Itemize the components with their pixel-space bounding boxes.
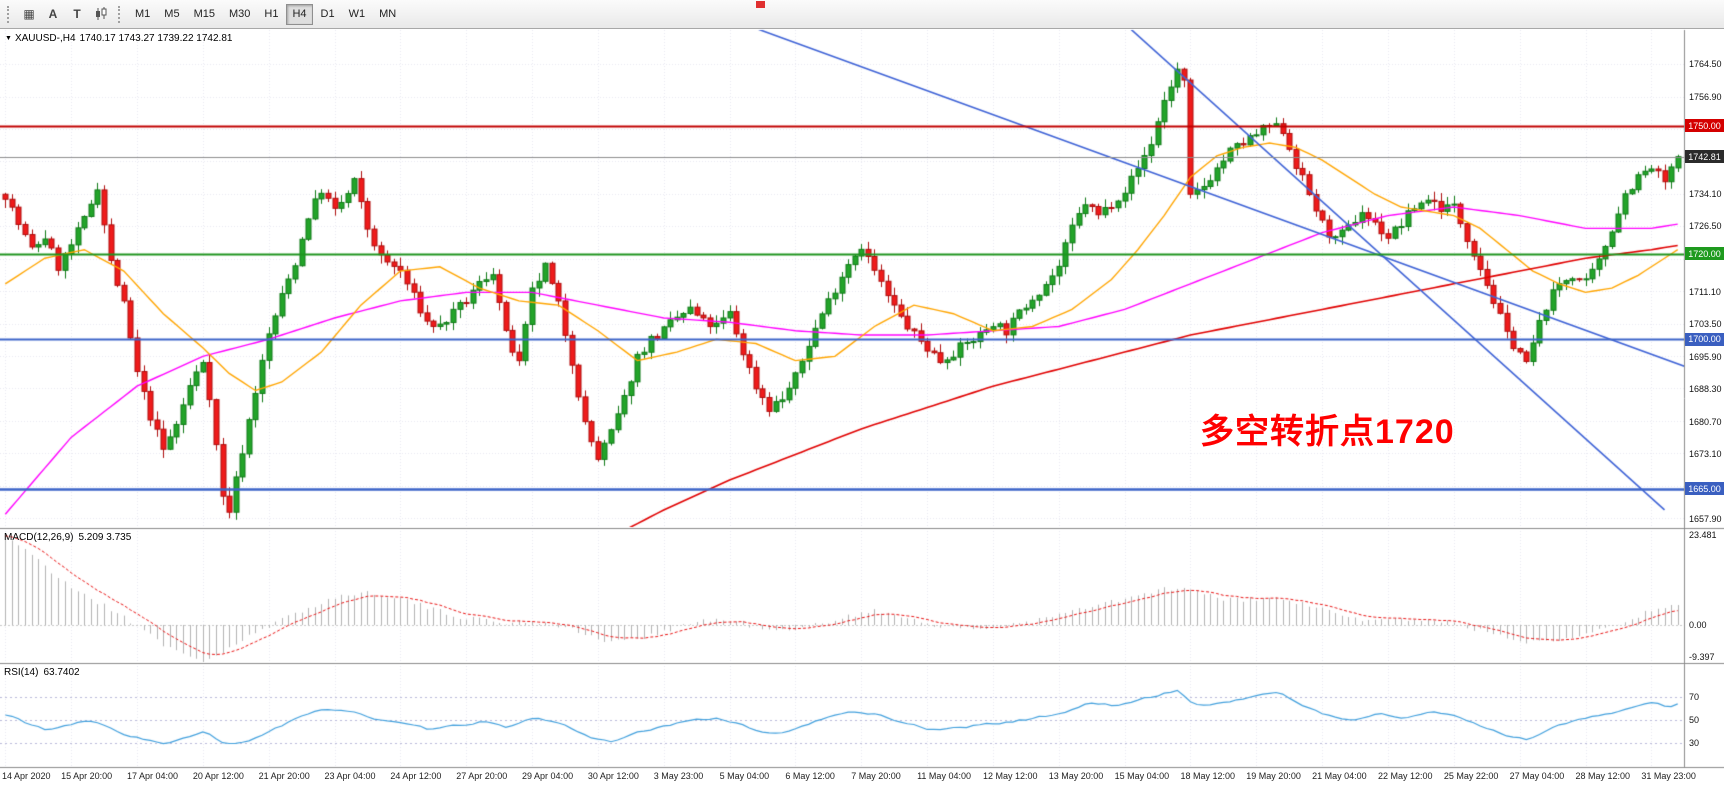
timeframe-button-h4[interactable]: H4 (286, 3, 313, 25)
time-axis-label: 20 Apr 12:00 (192, 771, 244, 781)
timeframe-button-m1[interactable]: M1 (135, 8, 151, 20)
time-axis-label: 6 May 12:00 (785, 771, 835, 781)
macd-values: 5.209 3.735 (78, 532, 132, 543)
time-axis-label: 18 May 12:00 (1180, 771, 1235, 781)
timeframe-button-m15[interactable]: M15 (193, 8, 215, 20)
time-axis-label: 12 May 12:00 (982, 771, 1038, 781)
time-axis-label: 14 Apr 2020 (2, 771, 51, 781)
text-t-icon[interactable]: T (73, 7, 81, 21)
macd-axis-label: 23.481 (1689, 530, 1717, 541)
time-axis-label: 24 Apr 12:00 (390, 771, 442, 781)
current-price-badge: 1742.81 (1685, 150, 1724, 164)
price-tick-label: 1711.10 (1689, 286, 1721, 297)
price-tick-label: 1726.50 (1689, 221, 1722, 232)
price-level-badge: 1700.00 (1685, 332, 1724, 346)
price-tick-label: 1688.30 (1689, 384, 1722, 395)
time-axis-label: 7 May 20:00 (851, 771, 901, 781)
price-level-badge: 1750.00 (1685, 119, 1724, 133)
candlestick-glyph (96, 7, 107, 20)
macd-name: MACD(12,26,9) (4, 532, 74, 543)
time-axis-label: 28 May 12:00 (1575, 771, 1631, 781)
time-axis-label: 11 May 04:00 (917, 771, 971, 781)
price-tick-label: 1673.10 (1689, 449, 1722, 460)
time-axis-label: 29 Apr 04:00 (522, 771, 574, 781)
grid-icon[interactable]: ▦ (23, 7, 35, 21)
time-axis-label: 15 Apr 20:00 (61, 771, 113, 781)
time-axis-label: 5 May 04:00 (719, 771, 770, 781)
toolbar-grip[interactable] (7, 5, 12, 23)
chart-annotation: 多空转折点1720 (1200, 413, 1455, 451)
timeframe-button-mn[interactable]: MN (379, 8, 397, 20)
symbol-ohlc-line: ▼ XAUUSD-,H4 1740.17 1743.27 1739.22 1742.… (5, 33, 236, 44)
timeframe-button-m5[interactable]: M5 (164, 8, 180, 20)
timeframe-button-m30[interactable]: M30 (228, 8, 251, 20)
timeframe-button-w1[interactable]: W1 (348, 8, 366, 20)
price-level-badge: 1665.00 (1685, 482, 1724, 496)
time-axis-label: 22 May 12:00 (1377, 771, 1433, 781)
price-tick-label: 1756.90 (1689, 91, 1722, 102)
time-axis-label: 13 May 20:00 (1048, 771, 1104, 781)
timeframe-button-h1[interactable]: H1 (264, 8, 279, 20)
time-axis-label: 27 Apr 20:00 (456, 771, 508, 781)
collapse-arrow-icon[interactable]: ▼ (5, 35, 12, 42)
price-tick-label: 1764.50 (1689, 59, 1722, 70)
rsi-indicator-label: RSI(14) 63.7402 (4, 667, 85, 678)
time-axis-label: 3 May 23:00 (653, 771, 704, 781)
rsi-value: 63.7402 (43, 667, 80, 678)
macd-axis-label: 0.00 (1689, 620, 1707, 630)
time-axis-label: 21 May 04:00 (1312, 771, 1367, 781)
red-marker-icon (756, 1, 765, 8)
text-a-icon[interactable]: A (48, 7, 58, 21)
timeframe-button-d1[interactable]: D1 (320, 8, 335, 20)
rsi-axis-label: 50 (1689, 714, 1700, 725)
rsi-name: RSI(14) (4, 667, 39, 678)
time-axis-label: 17 Apr 04:00 (126, 771, 179, 781)
time-axis-label: 31 May 23:00 (1641, 771, 1696, 781)
time-axis-label: 30 Apr 12:00 (587, 771, 639, 781)
price-tick-label: 1680.70 (1689, 416, 1722, 427)
candlestick-tool-icon[interactable] (90, 4, 112, 25)
time-axis-label: 25 May 22:00 (1443, 771, 1499, 781)
time-axis-label: 21 Apr 20:00 (258, 771, 310, 781)
time-axis-label: 19 May 20:00 (1246, 771, 1301, 781)
price-tick-label: 1657.90 (1689, 513, 1722, 524)
macd-axis-label: -9.397 (1689, 652, 1715, 662)
time-axis-label: 23 Apr 04:00 (324, 771, 376, 781)
timeframe-toolbar: M1 M5 M15 M30 H1 H4 D1 W1 MN (128, 3, 403, 25)
symbol-name: XAUUSD-,H4 (14, 33, 76, 44)
rsi-axis-label: 30 (1689, 737, 1700, 748)
toolbar: ▦ A T M1 M5 M15 M30 H1 H4 D1 W1 MN (0, 0, 1724, 29)
price-tick-label: 1695.90 (1689, 351, 1722, 362)
macd-indicator-label: MACD(12,26,9) 5.209 3.735 (4, 532, 136, 543)
rsi-axis-label: 70 (1689, 691, 1700, 702)
price-level-badge: 1720.00 (1685, 247, 1724, 261)
toolbar-grip[interactable] (118, 5, 123, 23)
ohlc-values: 1740.17 1743.27 1739.22 1742.81 (79, 33, 233, 44)
time-axis-label: 27 May 04:00 (1509, 771, 1565, 781)
time-axis-label: 15 May 04:00 (1114, 771, 1170, 781)
price-tick-label: 1734.10 (1689, 188, 1722, 199)
price-tick-label: 1703.50 (1689, 319, 1722, 330)
